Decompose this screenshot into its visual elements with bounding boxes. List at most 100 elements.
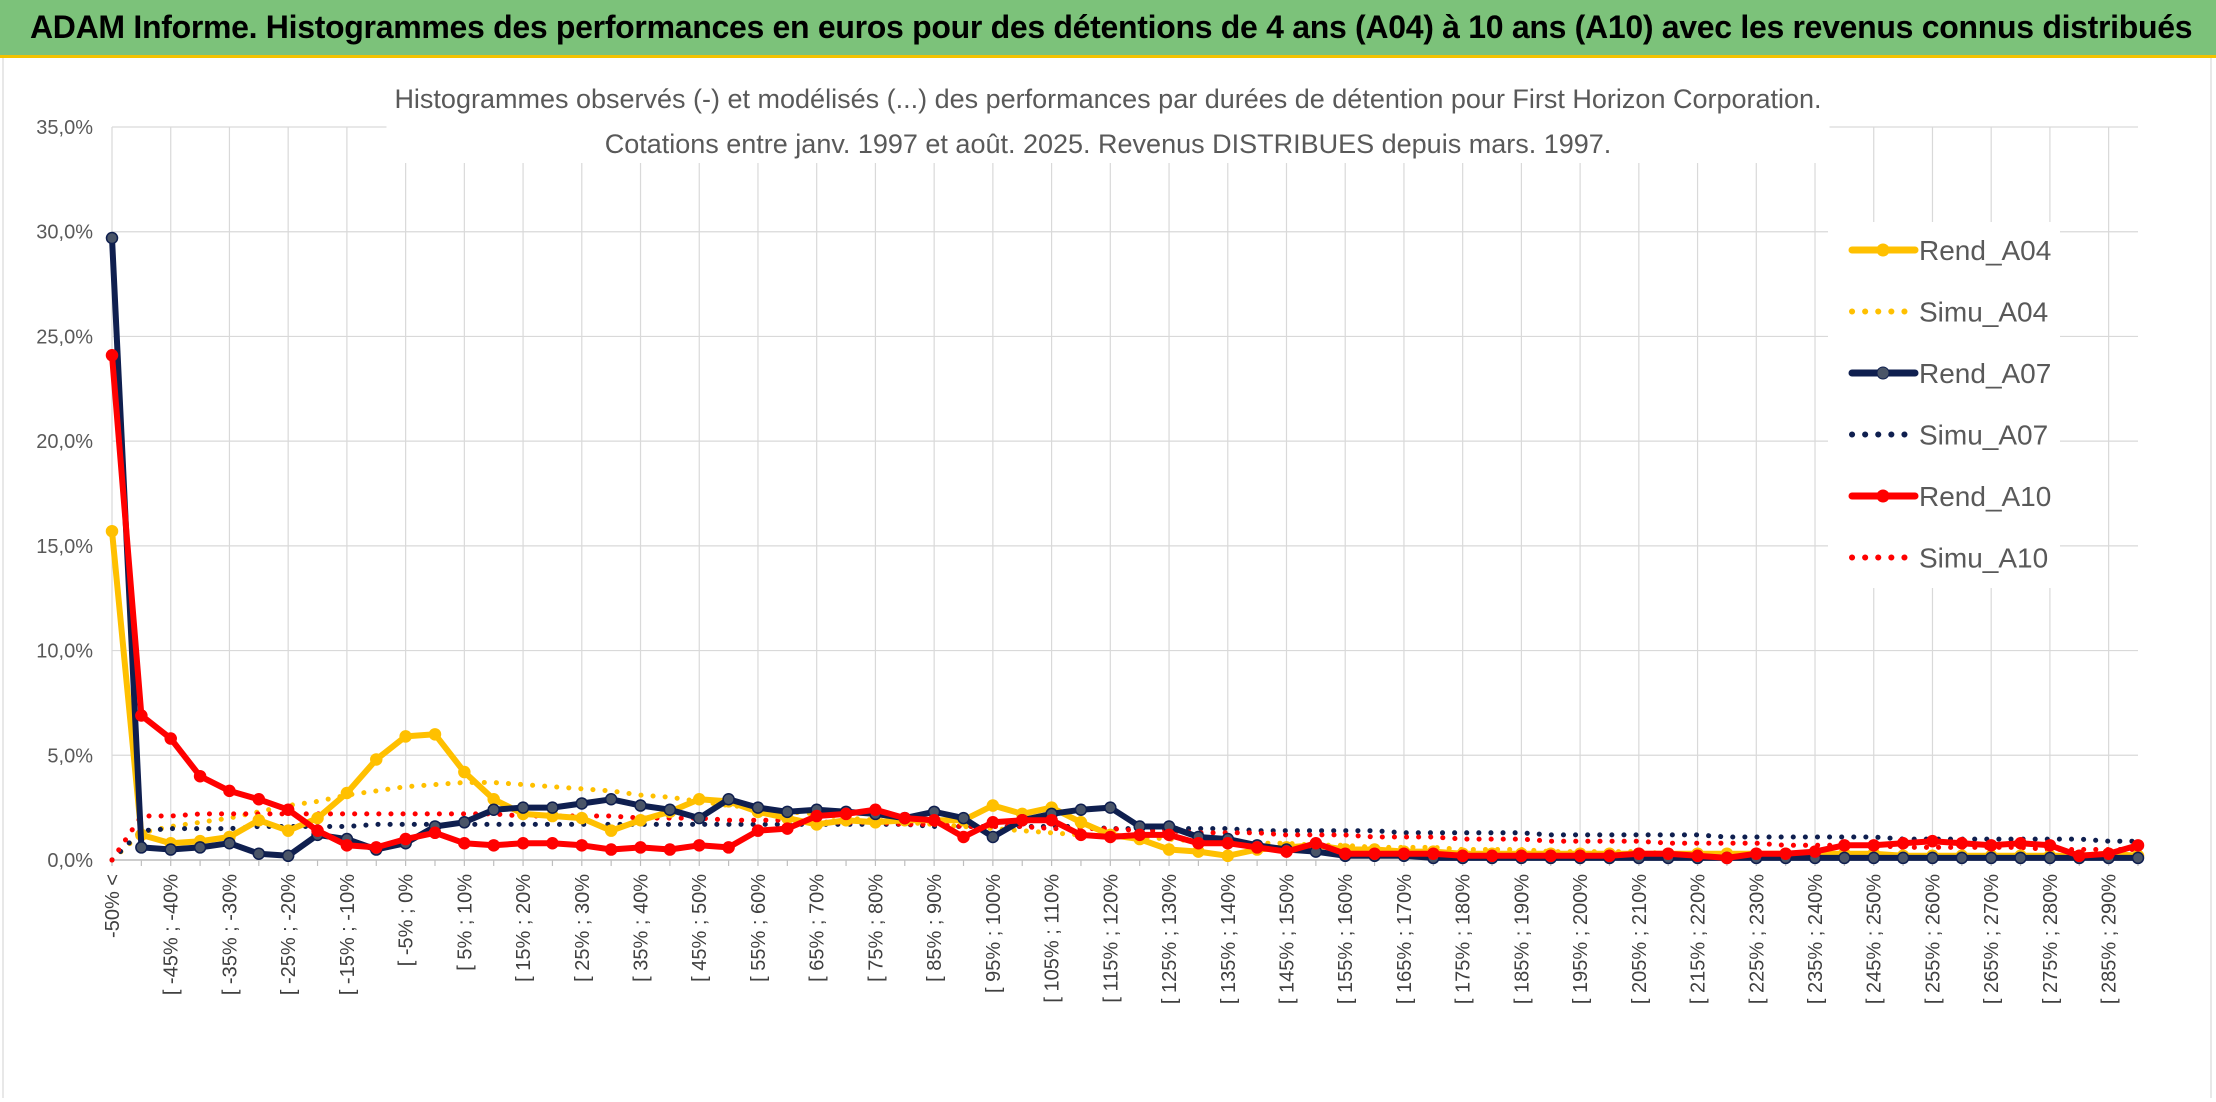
data-point <box>751 801 765 814</box>
data-point <box>105 231 119 245</box>
data-point <box>2131 851 2145 865</box>
data-point <box>1632 847 1646 860</box>
data-point <box>1984 851 1998 865</box>
data-point <box>1192 836 1205 850</box>
data-point <box>164 843 177 856</box>
chart-frame <box>2 58 2212 1098</box>
grid <box>111 126 2139 866</box>
chart-title-line: Histogrammes observés (-) et modélisés (… <box>394 84 1821 114</box>
x-tick-label: [ -45% ; -40% <box>161 874 183 995</box>
legend-label: Simu_A07 <box>1919 420 2048 451</box>
data-point <box>634 841 647 854</box>
data-point <box>986 799 1000 812</box>
data-point <box>927 813 941 827</box>
data-point <box>869 803 882 816</box>
x-tick-label: [ -5% ; 0% <box>396 874 418 966</box>
series-line <box>109 235 2141 861</box>
data-point <box>1427 847 1440 860</box>
data-point <box>135 709 148 722</box>
x-tick-label: [ 125% ; 130% <box>1159 874 1181 1004</box>
data-point <box>692 839 706 852</box>
data-point <box>223 784 236 798</box>
x-tick-label: [ 245% ; 250% <box>1864 874 1886 1004</box>
legend-label: Rend_A10 <box>1919 481 2051 512</box>
legend-item-simu-a04[interactable]: Simu_A04 <box>1849 297 2048 328</box>
data-point <box>428 728 442 741</box>
data-point <box>458 816 471 829</box>
data-point <box>516 836 530 850</box>
data-point <box>663 843 677 856</box>
x-tick-label: [ 265% ; 270% <box>1981 874 2003 1004</box>
data-point <box>399 730 412 743</box>
data-point <box>604 843 618 856</box>
data-point <box>1397 847 1411 860</box>
x-tick-label: [ 5% ; 10% <box>454 874 476 971</box>
legend-label: Rend_A04 <box>1919 235 2051 266</box>
data-point <box>634 799 647 812</box>
data-point <box>1926 851 1939 865</box>
data-point <box>1573 849 1587 863</box>
data-point <box>458 836 471 850</box>
x-tick-label: [ 185% ; 190% <box>1511 874 1533 1004</box>
page-title: ADAM Informe. Histogrammes des performan… <box>30 9 2193 45</box>
y-tick-label: 25,0% <box>36 326 93 348</box>
x-tick-label: [ 95% ; 100% <box>983 874 1005 993</box>
data-point <box>1280 845 1293 858</box>
data-point <box>692 811 706 825</box>
x-tick-label: [ 145% ; 150% <box>1276 874 1298 1004</box>
data-point <box>1838 851 1851 865</box>
legend-item-simu-a10[interactable]: Simu_A10 <box>1849 543 2048 574</box>
series-layer <box>105 231 2145 865</box>
legend-item-rend-a10[interactable]: Rend_A10 <box>1848 481 2051 512</box>
legend-item-rend-a07[interactable]: Rend_A07 <box>1848 358 2051 389</box>
legend-background <box>1828 222 2060 588</box>
data-point <box>1162 828 1176 842</box>
x-tick-label: [ 225% ; 230% <box>1746 874 1768 1004</box>
data-point <box>1838 839 1851 852</box>
data-point <box>575 811 589 825</box>
x-tick-label: [ 15% ; 20% <box>513 874 535 982</box>
data-point <box>428 826 442 840</box>
x-tick-label: [ 155% ; 160% <box>1335 874 1357 1004</box>
data-point <box>1750 847 1763 860</box>
data-point <box>516 801 530 814</box>
x-axis-ticks: -50% < [ -45% ; -40% [ -35% ; -30% [ -25% ;… <box>102 874 2121 1004</box>
data-point <box>1955 836 1969 850</box>
data-point <box>781 822 794 835</box>
data-point <box>634 813 647 827</box>
data-point <box>2043 839 2057 852</box>
x-tick-label: [ -25% ; -20% <box>278 874 300 995</box>
data-point <box>1104 801 1117 814</box>
data-point <box>1691 849 1704 863</box>
data-point <box>487 803 500 816</box>
data-point <box>1074 803 1088 816</box>
y-tick-label: 0,0% <box>47 850 93 872</box>
x-tick-label: [ 35% ; 40% <box>631 874 653 982</box>
legend[interactable]: Rend_A04 Simu_A04 Rend_A07 Simu_A07 Rend_A10… <box>1828 222 2060 588</box>
data-point <box>1015 813 1029 827</box>
legend-item-rend-a04[interactable]: Rend_A04 <box>1848 235 2051 266</box>
legend-label: Simu_A04 <box>1919 297 2048 328</box>
data-point <box>722 793 735 806</box>
header-banner: ADAM Informe. Histogrammes des performan… <box>0 0 2216 58</box>
x-tick-label: [ 215% ; 220% <box>1688 874 1710 1004</box>
chart-title-line: Cotations entre janv. 1997 et août. 2025… <box>605 129 1612 159</box>
legend-item-simu-a07[interactable]: Simu_A07 <box>1849 420 2048 451</box>
data-point <box>1544 849 1558 863</box>
x-tick-label: [ 165% ; 170% <box>1394 874 1416 1004</box>
data-point <box>957 811 970 825</box>
x-tick-label: [ 65% ; 70% <box>807 874 829 982</box>
data-point <box>1250 841 1264 854</box>
x-tick-label: [ 235% ; 240% <box>1805 874 1827 1004</box>
y-tick-label: 15,0% <box>36 536 93 558</box>
data-point <box>1867 839 1880 852</box>
data-point <box>1485 849 1499 863</box>
data-point <box>1338 847 1352 860</box>
data-point <box>1867 851 1880 865</box>
x-tick-label: [ -15% ; -10% <box>337 874 359 995</box>
data-point <box>2131 839 2145 852</box>
data-point <box>1603 849 1616 863</box>
data-point <box>1515 849 1528 863</box>
x-tick-label: [ 115% ; 120% <box>1100 874 1122 1003</box>
x-tick-label: [ 285% ; 290% <box>2099 874 2121 1004</box>
